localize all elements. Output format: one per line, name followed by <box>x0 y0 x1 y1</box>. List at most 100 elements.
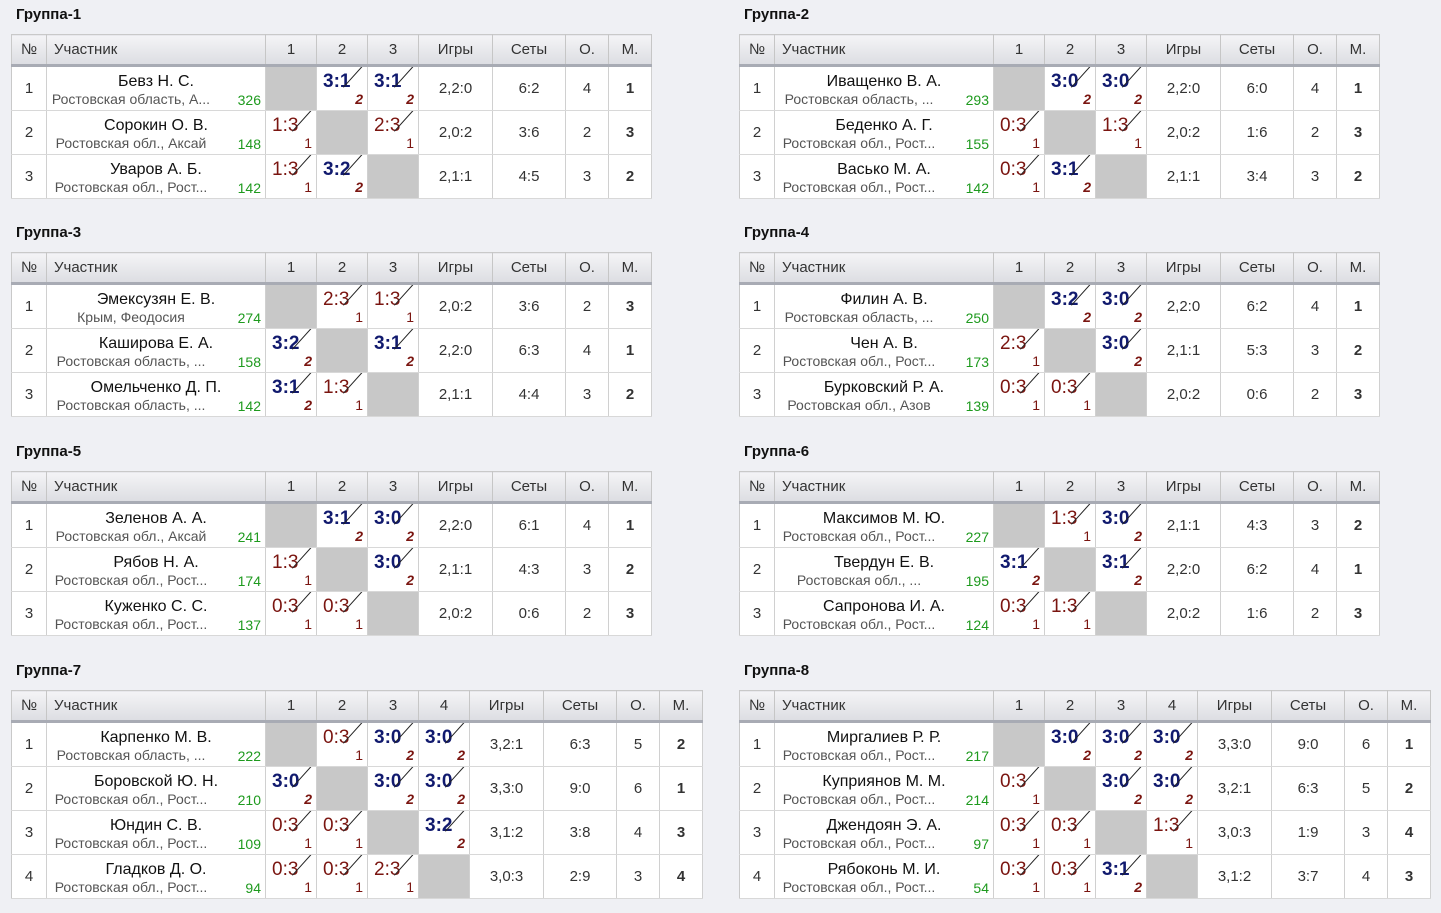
header-round[interactable]: 3 <box>367 34 419 67</box>
table-row[interactable]: 1 Филин А. В. Ростовская область, ... 250 3:… <box>739 283 1380 329</box>
player-cell[interactable]: Беденко А. Г. Ростовская обл., Рост... 155 <box>774 110 994 155</box>
header-sets[interactable]: Сеты <box>492 252 566 285</box>
match-result[interactable]: 0:3 1 <box>1044 854 1096 899</box>
table-row[interactable]: 3 Уваров А. Б. Ростовская обл., Рост... 142… <box>11 154 652 199</box>
match-result[interactable]: 3:1 2 <box>993 547 1045 592</box>
match-result[interactable]: 3:0 2 <box>1095 328 1147 373</box>
header-sets[interactable]: Сеты <box>1271 690 1345 723</box>
player-cell[interactable]: Куженко С. С. Ростовская обл., Рост... 137 <box>46 591 266 636</box>
match-result[interactable]: 0:3 1 <box>993 591 1045 636</box>
header-round[interactable]: 2 <box>316 34 368 67</box>
header-player[interactable]: Участник <box>46 690 266 723</box>
header-num[interactable]: № <box>11 34 47 67</box>
table-row[interactable]: 2 Твердун Е. В. Ростовская обл., ... 195 3:1… <box>739 547 1380 592</box>
match-result[interactable]: 0:3 1 <box>316 854 368 899</box>
match-result[interactable]: 3:1 2 <box>367 65 419 111</box>
header-points[interactable]: О. <box>565 471 609 504</box>
match-result[interactable]: 0:3 1 <box>265 810 317 855</box>
table-row[interactable]: 3 Юндин С. В. Ростовская обл., Рост... 109 0… <box>11 810 703 855</box>
player-name[interactable]: Беденко А. Г. <box>835 116 933 134</box>
header-player[interactable]: Участник <box>774 690 994 723</box>
player-name[interactable]: Куженко С. С. <box>104 597 208 615</box>
header-sets[interactable]: Сеты <box>543 690 617 723</box>
player-name[interactable]: Омельченко Д. П. <box>90 378 222 396</box>
header-sets[interactable]: Сеты <box>1220 34 1294 67</box>
match-result[interactable]: 2:3 1 <box>993 328 1045 373</box>
table-row[interactable]: 2 Сорокин О. В. Ростовская обл., Аксай 148 1… <box>11 110 652 155</box>
player-cell[interactable]: Карпенко М. В. Ростовская область, ... 222 <box>46 721 266 767</box>
table-row[interactable]: 3 Сапронова И. А. Ростовская обл., Рост...… <box>739 591 1380 636</box>
table-row[interactable]: 2 Куприянов М. М. Ростовская обл., Рост...… <box>739 766 1431 811</box>
player-cell[interactable]: Филин А. В. Ростовская область, ... 250 <box>774 283 994 329</box>
player-cell[interactable]: Бевз Н. С. Ростовская область, А... 326 <box>46 65 266 111</box>
player-cell[interactable]: Васько М. А. Ростовская обл., Рост... 142 <box>774 154 994 199</box>
table-row[interactable]: 2 Чен А. В. Ростовская обл., Рост... 173 2:3… <box>739 328 1380 373</box>
header-num[interactable]: № <box>11 471 47 504</box>
header-games[interactable]: Игры <box>1146 252 1221 285</box>
table-row[interactable]: 1 Иващенко В. А. Ростовская область, ... 29… <box>739 65 1380 111</box>
player-cell[interactable]: Рябов Н. А. Ростовская обл., Рост... 174 <box>46 547 266 592</box>
header-player[interactable]: Участник <box>46 34 266 67</box>
match-result[interactable]: 3:1 2 <box>265 372 317 417</box>
player-cell[interactable]: Иващенко В. А. Ростовская область, ... 293 <box>774 65 994 111</box>
match-result[interactable]: 3:0 2 <box>367 502 419 548</box>
match-result[interactable]: 3:1 2 <box>316 502 368 548</box>
table-row[interactable]: 2 Боровской Ю. Н. Ростовская обл., Рост...… <box>11 766 703 811</box>
player-name[interactable]: Рябоконь М. И. <box>827 860 941 878</box>
match-result[interactable]: 1:3 1 <box>367 283 419 329</box>
match-result[interactable]: 1:3 1 <box>265 110 317 155</box>
player-name[interactable]: Боровской Ю. Н. <box>93 772 219 790</box>
player-name[interactable]: Чен А. В. <box>850 334 918 352</box>
player-cell[interactable]: Каширова Е. А. Ростовская область, ... 158 <box>46 328 266 373</box>
header-round[interactable]: 1 <box>993 252 1045 285</box>
player-name[interactable]: Бурковский Р. А. <box>823 378 945 396</box>
table-row[interactable]: 2 Беденко А. Г. Ростовская обл., Рост... 15… <box>739 110 1380 155</box>
player-name[interactable]: Иващенко В. А. <box>826 72 942 90</box>
header-place[interactable]: М. <box>1336 34 1380 67</box>
header-games[interactable]: Игры <box>1146 471 1221 504</box>
player-name[interactable]: Гладков Д. О. <box>105 860 207 878</box>
player-name[interactable]: Филин А. В. <box>840 290 928 308</box>
header-round[interactable]: 4 <box>1146 690 1198 723</box>
header-sets[interactable]: Сеты <box>1220 252 1294 285</box>
table-row[interactable]: 2 Рябов Н. А. Ростовская обл., Рост... 174 1… <box>11 547 652 592</box>
match-result[interactable]: 3:0 2 <box>1146 721 1198 767</box>
player-name[interactable]: Зеленов А. А. <box>105 509 207 527</box>
header-player[interactable]: Участник <box>774 471 994 504</box>
match-result[interactable]: 3:1 2 <box>1095 854 1147 899</box>
match-result[interactable]: 3:2 2 <box>265 328 317 373</box>
header-round[interactable]: 1 <box>993 471 1045 504</box>
header-round[interactable]: 1 <box>265 252 317 285</box>
match-result[interactable]: 3:2 2 <box>316 154 368 199</box>
table-row[interactable]: 2 Каширова Е. А. Ростовская область, ... 15… <box>11 328 652 373</box>
match-result[interactable]: 1:3 1 <box>1146 810 1198 855</box>
match-result[interactable]: 0:3 1 <box>993 810 1045 855</box>
player-cell[interactable]: Боровской Ю. Н. Ростовская обл., Рост... 2… <box>46 766 266 811</box>
table-row[interactable]: 3 Джендоян Э. А. Ростовская обл., Рост... 9… <box>739 810 1431 855</box>
header-round[interactable]: 1 <box>993 690 1045 723</box>
match-result[interactable]: 1:3 1 <box>265 547 317 592</box>
header-round[interactable]: 1 <box>265 690 317 723</box>
match-result[interactable]: 3:0 2 <box>418 766 470 811</box>
table-row[interactable]: 1 Зеленов А. А. Ростовская обл., Аксай 241 3… <box>11 502 652 548</box>
match-result[interactable]: 3:2 2 <box>1044 283 1096 329</box>
match-result[interactable]: 3:0 2 <box>1095 283 1147 329</box>
player-name[interactable]: Сапронова И. А. <box>823 597 945 615</box>
table-row[interactable]: 4 Гладков Д. О. Ростовская обл., Рост... 94… <box>11 854 703 899</box>
header-round[interactable]: 3 <box>367 471 419 504</box>
header-place[interactable]: М. <box>1387 690 1431 723</box>
match-result[interactable]: 3:1 2 <box>367 328 419 373</box>
match-result[interactable]: 3:1 2 <box>1095 547 1147 592</box>
header-place[interactable]: М. <box>608 471 652 504</box>
header-games[interactable]: Игры <box>418 252 493 285</box>
header-sets[interactable]: Сеты <box>492 471 566 504</box>
table-row[interactable]: 1 Миргалиев Р. Р. Ростовская обл., Рост...… <box>739 721 1431 767</box>
match-result[interactable]: 2:3 1 <box>316 283 368 329</box>
match-result[interactable]: 3:0 2 <box>1095 721 1147 767</box>
header-player[interactable]: Участник <box>774 34 994 67</box>
match-result[interactable]: 3:1 2 <box>316 65 368 111</box>
table-row[interactable]: 1 Эмексузян Е. В. Крым, Феодосия 274 2:3 1 1:3… <box>11 283 652 329</box>
header-player[interactable]: Участник <box>774 252 994 285</box>
match-result[interactable]: 3:0 2 <box>367 766 419 811</box>
match-result[interactable]: 2:3 1 <box>367 854 419 899</box>
